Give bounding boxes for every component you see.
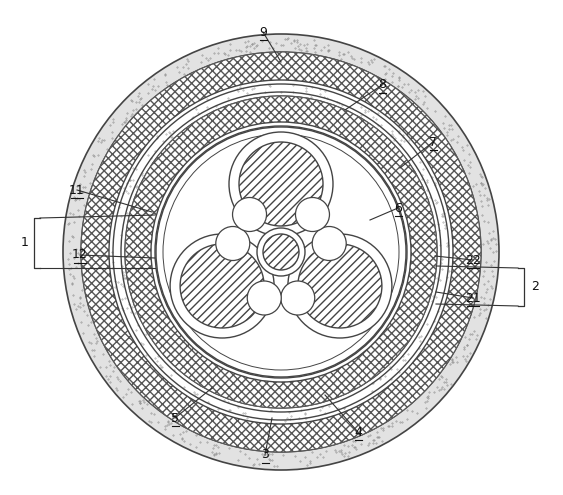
Circle shape <box>247 281 282 315</box>
Circle shape <box>239 142 323 226</box>
Text: 4: 4 <box>354 426 362 439</box>
Circle shape <box>125 96 437 408</box>
Text: 1: 1 <box>21 237 29 249</box>
Circle shape <box>125 96 437 408</box>
Text: 12: 12 <box>72 248 88 261</box>
Circle shape <box>81 52 481 452</box>
Text: 7: 7 <box>429 136 437 148</box>
Circle shape <box>109 80 453 424</box>
Text: 2: 2 <box>531 281 539 294</box>
Circle shape <box>63 34 499 470</box>
Text: 9: 9 <box>259 26 267 39</box>
Text: 22: 22 <box>465 253 481 266</box>
Circle shape <box>170 234 274 338</box>
Circle shape <box>263 234 299 270</box>
Circle shape <box>216 227 250 260</box>
Text: 6: 6 <box>394 201 402 214</box>
Circle shape <box>155 126 407 378</box>
Circle shape <box>312 227 346 260</box>
Circle shape <box>257 228 305 276</box>
Circle shape <box>296 198 329 232</box>
Text: 21: 21 <box>465 292 481 304</box>
Circle shape <box>180 244 264 328</box>
Circle shape <box>298 244 382 328</box>
Text: 3: 3 <box>261 448 269 461</box>
Circle shape <box>229 132 333 236</box>
Circle shape <box>233 198 266 232</box>
Circle shape <box>81 52 481 452</box>
Text: 5: 5 <box>171 411 179 425</box>
Circle shape <box>281 281 315 315</box>
Text: 8: 8 <box>378 79 386 92</box>
Circle shape <box>151 122 411 382</box>
Circle shape <box>288 234 392 338</box>
Text: 11: 11 <box>69 184 85 197</box>
